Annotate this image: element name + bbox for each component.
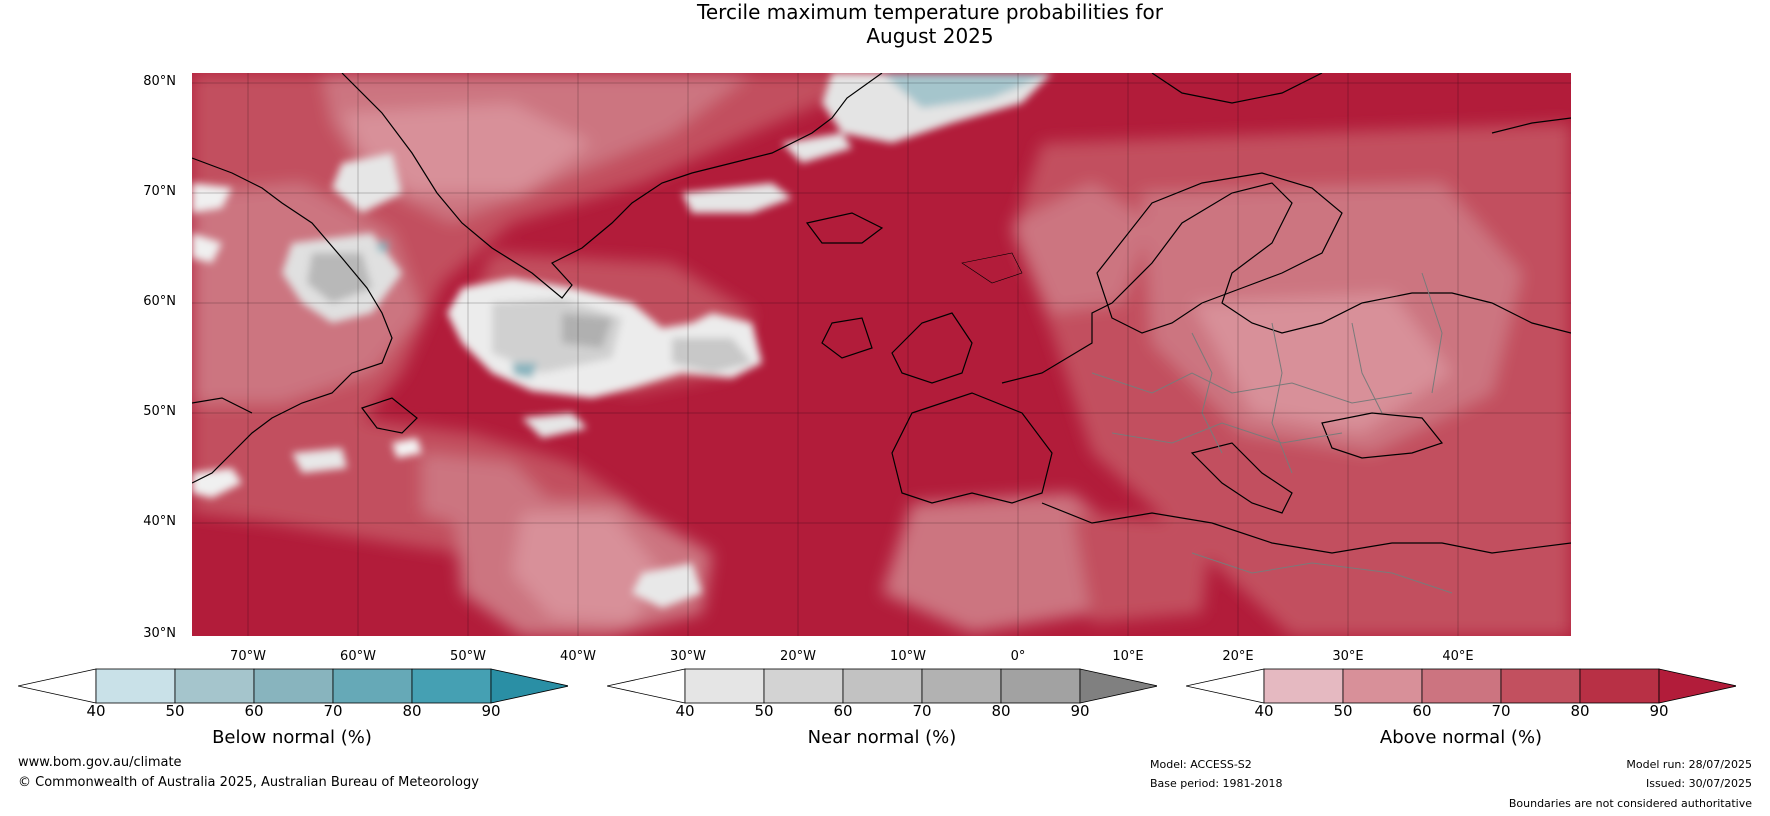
lon-label-30e: 30°E [1332, 649, 1364, 664]
lon-label-10w: 10°W [890, 649, 926, 664]
base-period-text: Base period: 1981-2018 [1150, 777, 1283, 790]
lon-label-0: 0° [1010, 649, 1026, 664]
copyright-text: © Commonwealth of Australia 2025, Austra… [18, 775, 479, 790]
colorbar-tick-label: 80 [402, 702, 422, 720]
lon-label-60w: 60°W [340, 649, 376, 664]
colorbar-tick-label: 80 [991, 702, 1011, 720]
colorbar-extend-high [1079, 668, 1157, 704]
colorbar-tick-label: 70 [912, 702, 932, 720]
lon-label-20w: 20°W [780, 649, 816, 664]
colorbar-segment [763, 668, 844, 704]
colorbar-segment [332, 668, 413, 704]
chart-title: Tercile maximum temperature probabilitie… [0, 0, 1770, 48]
issued-text: Issued: 30/07/2025 [1645, 777, 1752, 790]
colorbar-near-normal [607, 668, 1157, 704]
colorbar-segment [1421, 668, 1502, 704]
title-line-1: Tercile maximum temperature probabilitie… [697, 0, 1163, 24]
title-line-2: August 2025 [866, 24, 994, 48]
colorbar-below-normal-label: Below normal (%) [212, 727, 372, 748]
lon-label-40e: 40°E [1442, 649, 1474, 664]
colorbar-segment [1342, 668, 1423, 704]
colorbar-extend-low [1186, 668, 1265, 704]
colorbar-tick-label: 80 [1570, 702, 1590, 720]
colorbar-tick-label: 70 [1491, 702, 1511, 720]
coastlines [192, 73, 1571, 554]
colorbar-tick-label: 50 [754, 702, 774, 720]
lon-label-30w: 30°W [670, 649, 706, 664]
graticule [192, 73, 1571, 636]
colorbar-segment [921, 668, 1002, 704]
lon-label-50w: 50°W [450, 649, 486, 664]
lat-label-50n: 50°N [143, 404, 176, 419]
lat-label-80n: 80°N [143, 74, 176, 89]
lon-label-20e: 20°E [1222, 649, 1254, 664]
lat-label-30n: 30°N [143, 626, 176, 641]
colorbar-extend-high [490, 668, 568, 704]
colorbar-below-normal [18, 668, 568, 704]
colorbar-tick-label: 60 [833, 702, 853, 720]
lon-label-10e: 10°E [1112, 649, 1144, 664]
colorbar-segment [1263, 668, 1344, 704]
lon-label-40w: 40°W [560, 649, 596, 664]
near-normal-regions [192, 73, 1052, 608]
colorbar-tick-label: 90 [1070, 702, 1090, 720]
colorbar-segment [1500, 668, 1581, 704]
colorbar-segment [1000, 668, 1081, 704]
lat-label-70n: 70°N [143, 184, 176, 199]
colorbar-tick-label: 90 [481, 702, 501, 720]
colorbar-tick-label: 60 [1412, 702, 1432, 720]
lat-label-40n: 40°N [143, 514, 176, 529]
colorbar-above-normal [1186, 668, 1736, 704]
country-borders [1091, 272, 1453, 594]
colorbar-segment [411, 668, 492, 704]
disclaimer-text: Boundaries are not considered authoritat… [1508, 797, 1752, 810]
colorbar-segment [842, 668, 923, 704]
colorbar-tick-label: 40 [86, 702, 106, 720]
colorbar-near-normal-label: Near normal (%) [807, 727, 957, 748]
model-text: Model: ACCESS-S2 [1150, 758, 1252, 771]
probability-map [192, 73, 1571, 636]
colorbar-tick-label: 40 [1254, 702, 1274, 720]
map-canvas [192, 73, 1571, 636]
model-run-text: Model run: 28/07/2025 [1626, 758, 1752, 771]
colorbar-tick-label: 50 [1333, 702, 1353, 720]
colorbar-segment [174, 668, 255, 704]
colorbar-tick-label: 90 [1649, 702, 1669, 720]
colorbar-tick-label: 40 [675, 702, 695, 720]
colorbar-segment [1579, 668, 1660, 704]
website-link[interactable]: www.bom.gov.au/climate [18, 755, 182, 770]
colorbar-tick-label: 60 [244, 702, 264, 720]
lon-label-70w: 70°W [230, 649, 266, 664]
colorbar-segment [684, 668, 765, 704]
colorbar-tick-label: 50 [165, 702, 185, 720]
colorbar-extend-high [1658, 668, 1736, 704]
colorbar-segment [95, 668, 176, 704]
colorbar-tick-label: 70 [323, 702, 343, 720]
colorbar-segment [253, 668, 334, 704]
colorbar-above-normal-label: Above normal (%) [1379, 727, 1543, 748]
colorbar-extend-low [18, 668, 97, 704]
colorbar-extend-low [607, 668, 686, 704]
lat-label-60n: 60°N [143, 294, 176, 309]
